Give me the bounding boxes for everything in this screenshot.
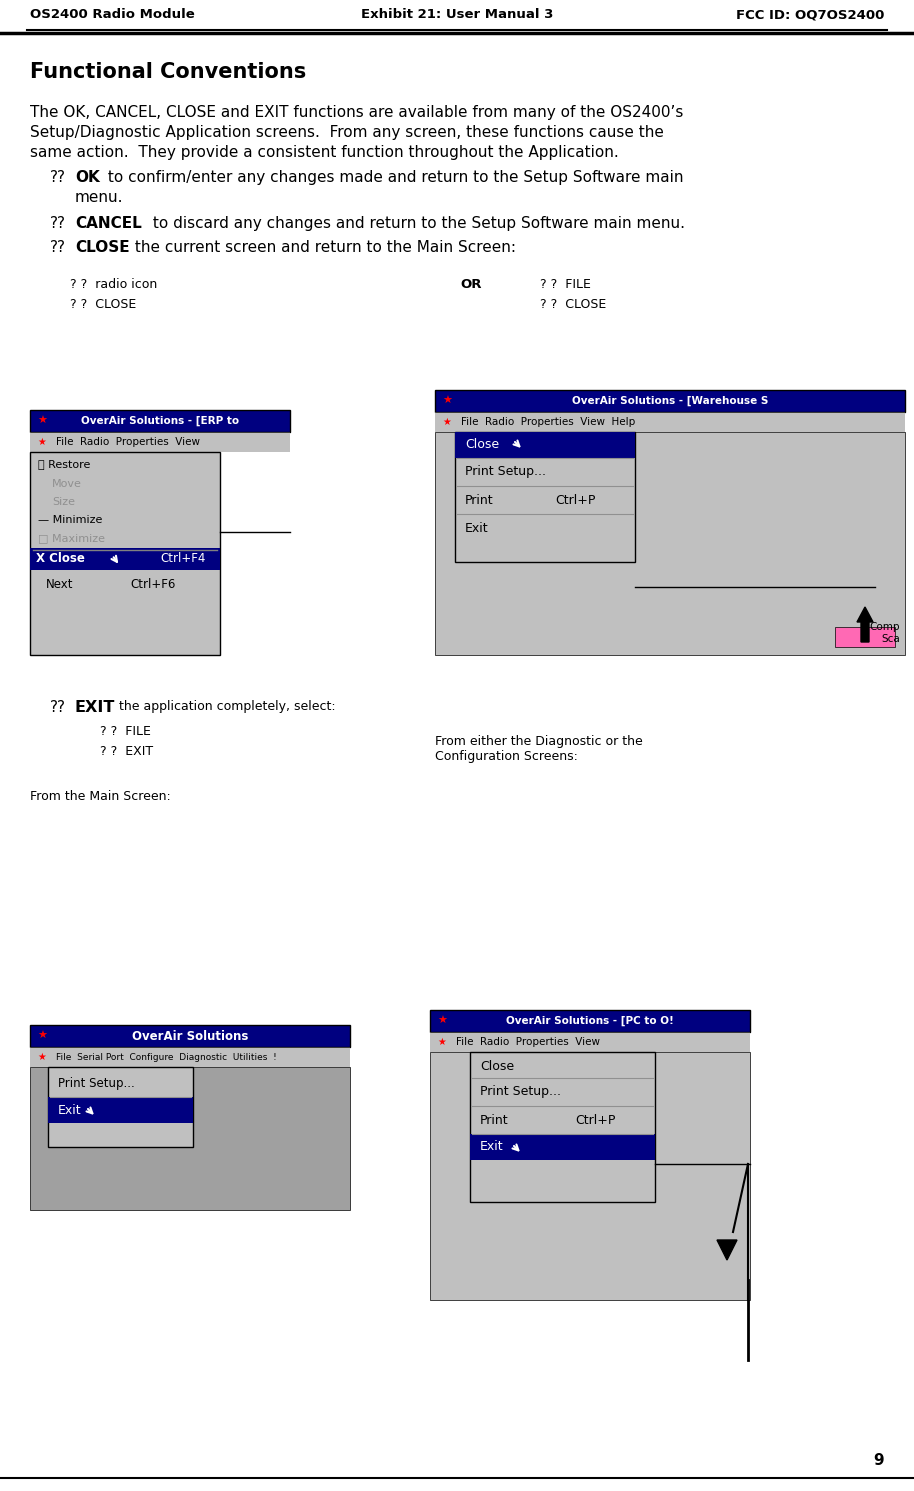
Text: ? ?  FILE: ? ? FILE bbox=[540, 277, 590, 291]
Text: OR: OR bbox=[460, 277, 482, 291]
Text: CLOSE: CLOSE bbox=[75, 240, 130, 255]
Text: ??: ?? bbox=[50, 699, 66, 716]
Text: Exit: Exit bbox=[480, 1141, 504, 1154]
Polygon shape bbox=[857, 607, 873, 643]
Bar bbox=[455, 432, 635, 458]
Text: CANCEL: CANCEL bbox=[75, 216, 142, 231]
Bar bbox=[835, 628, 895, 647]
Text: ??: ?? bbox=[50, 170, 66, 185]
Text: EXIT: EXIT bbox=[75, 699, 115, 716]
Text: Print Setup...: Print Setup... bbox=[480, 1085, 561, 1099]
Text: File  Radio  Properties  View: File Radio Properties View bbox=[456, 1038, 600, 1047]
Text: From the Main Screen:: From the Main Screen: bbox=[30, 790, 171, 804]
Text: menu.: menu. bbox=[75, 189, 123, 204]
Text: Print: Print bbox=[465, 494, 494, 507]
Text: Functional Conventions: Functional Conventions bbox=[30, 63, 306, 82]
Text: 9: 9 bbox=[874, 1454, 884, 1469]
Bar bbox=[430, 1032, 750, 1053]
Polygon shape bbox=[717, 1241, 737, 1260]
Text: Print Setup...: Print Setup... bbox=[58, 1077, 134, 1090]
Bar bbox=[30, 410, 290, 432]
Text: File  Radio  Properties  View: File Radio Properties View bbox=[56, 437, 200, 447]
Bar bbox=[30, 1024, 350, 1047]
Text: Print: Print bbox=[480, 1114, 508, 1127]
Bar bbox=[30, 549, 220, 570]
Text: OverAir Solutions: OverAir Solutions bbox=[132, 1029, 249, 1042]
Bar bbox=[30, 1047, 350, 1068]
Bar bbox=[455, 432, 635, 562]
Bar bbox=[30, 432, 290, 452]
Text: ? ?  EXIT: ? ? EXIT bbox=[100, 746, 154, 757]
Bar bbox=[48, 1068, 193, 1147]
Bar bbox=[470, 1053, 655, 1202]
Text: the application completely, select:: the application completely, select: bbox=[115, 699, 335, 713]
Text: ★: ★ bbox=[37, 1030, 47, 1041]
Text: to confirm/enter any changes made and return to the Setup Software main: to confirm/enter any changes made and re… bbox=[103, 170, 684, 185]
Text: to discard any changes and return to the Setup Software main menu.: to discard any changes and return to the… bbox=[148, 216, 685, 231]
Text: Exhibit 21: User Manual 3: Exhibit 21: User Manual 3 bbox=[361, 7, 553, 21]
Text: the current screen and return to the Main Screen:: the current screen and return to the Mai… bbox=[130, 240, 516, 255]
Text: Ctrl+F6: Ctrl+F6 bbox=[130, 579, 175, 592]
Text: Exit: Exit bbox=[58, 1103, 81, 1117]
Bar bbox=[30, 1068, 350, 1211]
Text: same action.  They provide a consistent function throughout the Application.: same action. They provide a consistent f… bbox=[30, 145, 619, 160]
Text: ★: ★ bbox=[37, 416, 47, 426]
Bar bbox=[430, 1053, 750, 1300]
Text: ⎓ Restore: ⎓ Restore bbox=[38, 459, 90, 470]
Text: ★: ★ bbox=[442, 417, 452, 426]
Text: ??: ?? bbox=[50, 240, 66, 255]
Text: The OK, CANCEL, CLOSE and EXIT functions are available from many of the OS2400’s: The OK, CANCEL, CLOSE and EXIT functions… bbox=[30, 104, 684, 119]
Bar bbox=[435, 432, 905, 655]
Text: X Close: X Close bbox=[36, 553, 85, 565]
Text: FCC ID: OQ7OS2400: FCC ID: OQ7OS2400 bbox=[736, 7, 884, 21]
Text: ? ?  CLOSE: ? ? CLOSE bbox=[70, 298, 136, 312]
Text: From either the Diagnostic or the
Configuration Screens:: From either the Diagnostic or the Config… bbox=[435, 735, 643, 763]
Text: □ Maximize: □ Maximize bbox=[38, 532, 105, 543]
Text: ??: ?? bbox=[50, 216, 66, 231]
Text: Setup/Diagnostic Application screens.  From any screen, these functions cause th: Setup/Diagnostic Application screens. Fr… bbox=[30, 125, 664, 140]
Text: OK: OK bbox=[75, 170, 100, 185]
Text: ? ?  CLOSE: ? ? CLOSE bbox=[540, 298, 606, 312]
Text: File  Radio  Properties  View  Help: File Radio Properties View Help bbox=[461, 417, 635, 426]
Text: ★: ★ bbox=[37, 1053, 47, 1062]
Text: File  Serial Port  Configure  Diagnostic  Utilities  !: File Serial Port Configure Diagnostic Ut… bbox=[56, 1053, 277, 1062]
Bar bbox=[470, 1135, 655, 1160]
Text: Close: Close bbox=[480, 1060, 514, 1072]
Text: ★: ★ bbox=[442, 397, 452, 406]
Text: Exit: Exit bbox=[465, 522, 489, 534]
Text: ★: ★ bbox=[438, 1038, 446, 1047]
Text: ? ?  radio icon: ? ? radio icon bbox=[70, 277, 157, 291]
Text: Size: Size bbox=[52, 497, 75, 507]
Text: ★: ★ bbox=[37, 437, 47, 447]
Bar bbox=[435, 412, 905, 432]
Text: Print Setup...: Print Setup... bbox=[465, 465, 546, 479]
Text: OverAir Solutions - [PC to O!: OverAir Solutions - [PC to O! bbox=[506, 1015, 674, 1026]
Bar bbox=[435, 391, 905, 412]
Text: Move: Move bbox=[52, 479, 82, 489]
Text: OS2400 Radio Module: OS2400 Radio Module bbox=[30, 7, 195, 21]
Text: Comp
Sca: Comp Sca bbox=[869, 622, 900, 644]
Text: Next: Next bbox=[46, 579, 73, 592]
Text: Ctrl+F4: Ctrl+F4 bbox=[160, 553, 206, 565]
Text: — Minimize: — Minimize bbox=[38, 514, 102, 525]
Text: ★: ★ bbox=[437, 1015, 447, 1026]
Bar bbox=[48, 1097, 193, 1123]
Text: Ctrl+P: Ctrl+P bbox=[575, 1114, 615, 1127]
Text: ? ?  FILE: ? ? FILE bbox=[100, 725, 151, 738]
Text: Close: Close bbox=[465, 438, 499, 452]
Text: OverAir Solutions - [ERP to: OverAir Solutions - [ERP to bbox=[81, 416, 239, 426]
Bar bbox=[430, 1009, 750, 1032]
Text: OverAir Solutions - [Warehouse S: OverAir Solutions - [Warehouse S bbox=[572, 397, 768, 406]
Text: Ctrl+P: Ctrl+P bbox=[555, 494, 595, 507]
Bar bbox=[30, 452, 220, 655]
